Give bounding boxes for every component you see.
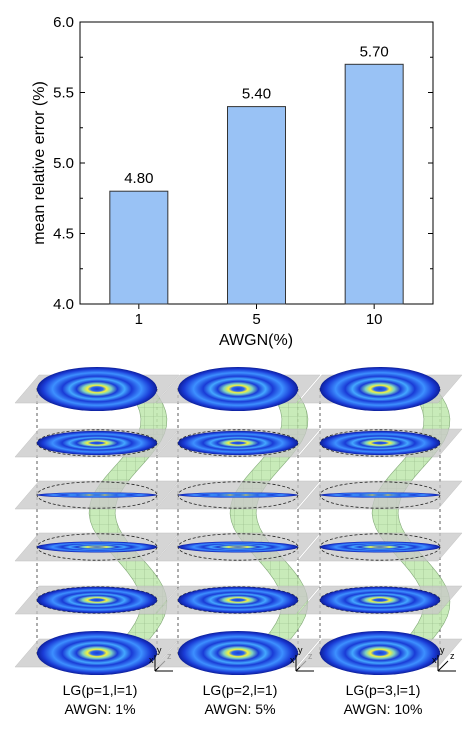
helix-band <box>371 374 451 668</box>
beam-layer <box>297 532 463 562</box>
beam-layer <box>297 631 463 675</box>
beam-intensity <box>320 430 440 456</box>
bar-value-label: 5.40 <box>242 86 271 103</box>
axis-x-label: x <box>432 655 437 665</box>
caption-noise-1: AWGN: 1% <box>64 701 136 717</box>
beam-intensity <box>178 586 298 614</box>
axis-y-label: y <box>440 645 445 655</box>
beam-layer <box>155 480 321 510</box>
x-tick-label: 5 <box>252 311 260 328</box>
beam-intensity <box>178 492 298 498</box>
beam-layer <box>155 585 321 615</box>
axis-x-label: x <box>149 655 154 665</box>
y-axis-label: mean relative error (%) <box>31 81 48 245</box>
helix-band <box>229 374 309 668</box>
caption-lg-1: LG(p=1,l=1) AWGN: 1% <box>30 681 170 719</box>
bar-series: 4.80 5.40 5.70 <box>109 43 404 305</box>
beam-layer <box>14 631 180 675</box>
beam-illustrations: xyzxyzxyz <box>14 367 463 675</box>
bar-1 <box>109 190 169 305</box>
beam-stack-2: xyz <box>155 367 321 675</box>
beam-intensity <box>37 367 157 411</box>
beam-stack-3: xyz <box>297 367 463 675</box>
beam-intensity <box>320 541 440 553</box>
caption-noise-2: AWGN: 5% <box>204 701 276 717</box>
x-tick-label: 1 <box>135 311 143 328</box>
axis-y-label: y <box>157 645 162 655</box>
caption-noise-3: AWGN: 10% <box>343 701 423 717</box>
beam-intensity <box>37 430 157 456</box>
beam-intensity <box>178 541 298 553</box>
axis-z-label: z <box>450 651 455 661</box>
y-axis: 4.0 4.5 5.0 5.5 6.0 <box>53 14 433 313</box>
beam-intensity <box>320 631 440 675</box>
beam-layer <box>297 428 463 458</box>
beam-intensity <box>320 586 440 614</box>
axis-x-label: x <box>290 655 295 665</box>
beam-layer <box>297 585 463 615</box>
beam-intensity <box>320 492 440 498</box>
y-tick-label: 5.0 <box>53 155 74 172</box>
beam-intensity <box>37 631 157 675</box>
beam-layer <box>155 532 321 562</box>
y-tick-label: 5.5 <box>53 85 74 102</box>
axis-y-label: y <box>298 645 303 655</box>
beam-layer <box>155 428 321 458</box>
y-tick-label: 4.5 <box>53 226 74 243</box>
beam-layer <box>297 367 463 411</box>
x-axis: 1 5 10 <box>135 304 383 328</box>
beam-intensity <box>178 631 298 675</box>
beam-layer <box>297 480 463 510</box>
beam-layer <box>14 532 180 562</box>
bar-chart: 4.04.55.05.56.0 1 5 10 4.805.405.70 mean r… <box>31 14 434 349</box>
beam-layer <box>14 480 180 510</box>
beam-stack-1: xyz <box>14 367 180 675</box>
beam-intensity <box>320 367 440 411</box>
beam-intensity <box>178 367 298 411</box>
bar-value-label: 5.70 <box>360 43 389 60</box>
bar-10 <box>344 63 404 305</box>
caption-mode-2: LG(p=2,l=1) <box>202 682 278 698</box>
helix-band <box>88 374 168 668</box>
beam-layer <box>14 585 180 615</box>
caption-lg-2: LG(p=2,l=1) AWGN: 5% <box>170 681 310 719</box>
caption-lg-3: LG(p=3,l=1) AWGN: 10% <box>313 681 453 719</box>
beam-intensity <box>178 430 298 456</box>
beam-layer <box>155 367 321 411</box>
beam-intensity <box>37 541 157 553</box>
bar-5 <box>227 106 286 305</box>
x-axis-label: AWGN(%) <box>219 332 293 349</box>
y-tick-label: 4.0 <box>53 296 74 313</box>
beam-layer <box>155 631 321 675</box>
caption-mode-1: LG(p=1,l=1) <box>62 682 138 698</box>
caption-mode-3: LG(p=3,l=1) <box>345 682 421 698</box>
beam-layer <box>14 428 180 458</box>
x-tick-label: 10 <box>366 311 383 328</box>
beam-intensity <box>37 586 157 614</box>
xyz-axes-icon: xyz <box>432 645 456 672</box>
bar-value-label: 4.80 <box>124 170 153 187</box>
y-tick-label: 6.0 <box>53 14 74 31</box>
beam-layer <box>14 367 180 411</box>
beam-intensity <box>37 492 157 498</box>
